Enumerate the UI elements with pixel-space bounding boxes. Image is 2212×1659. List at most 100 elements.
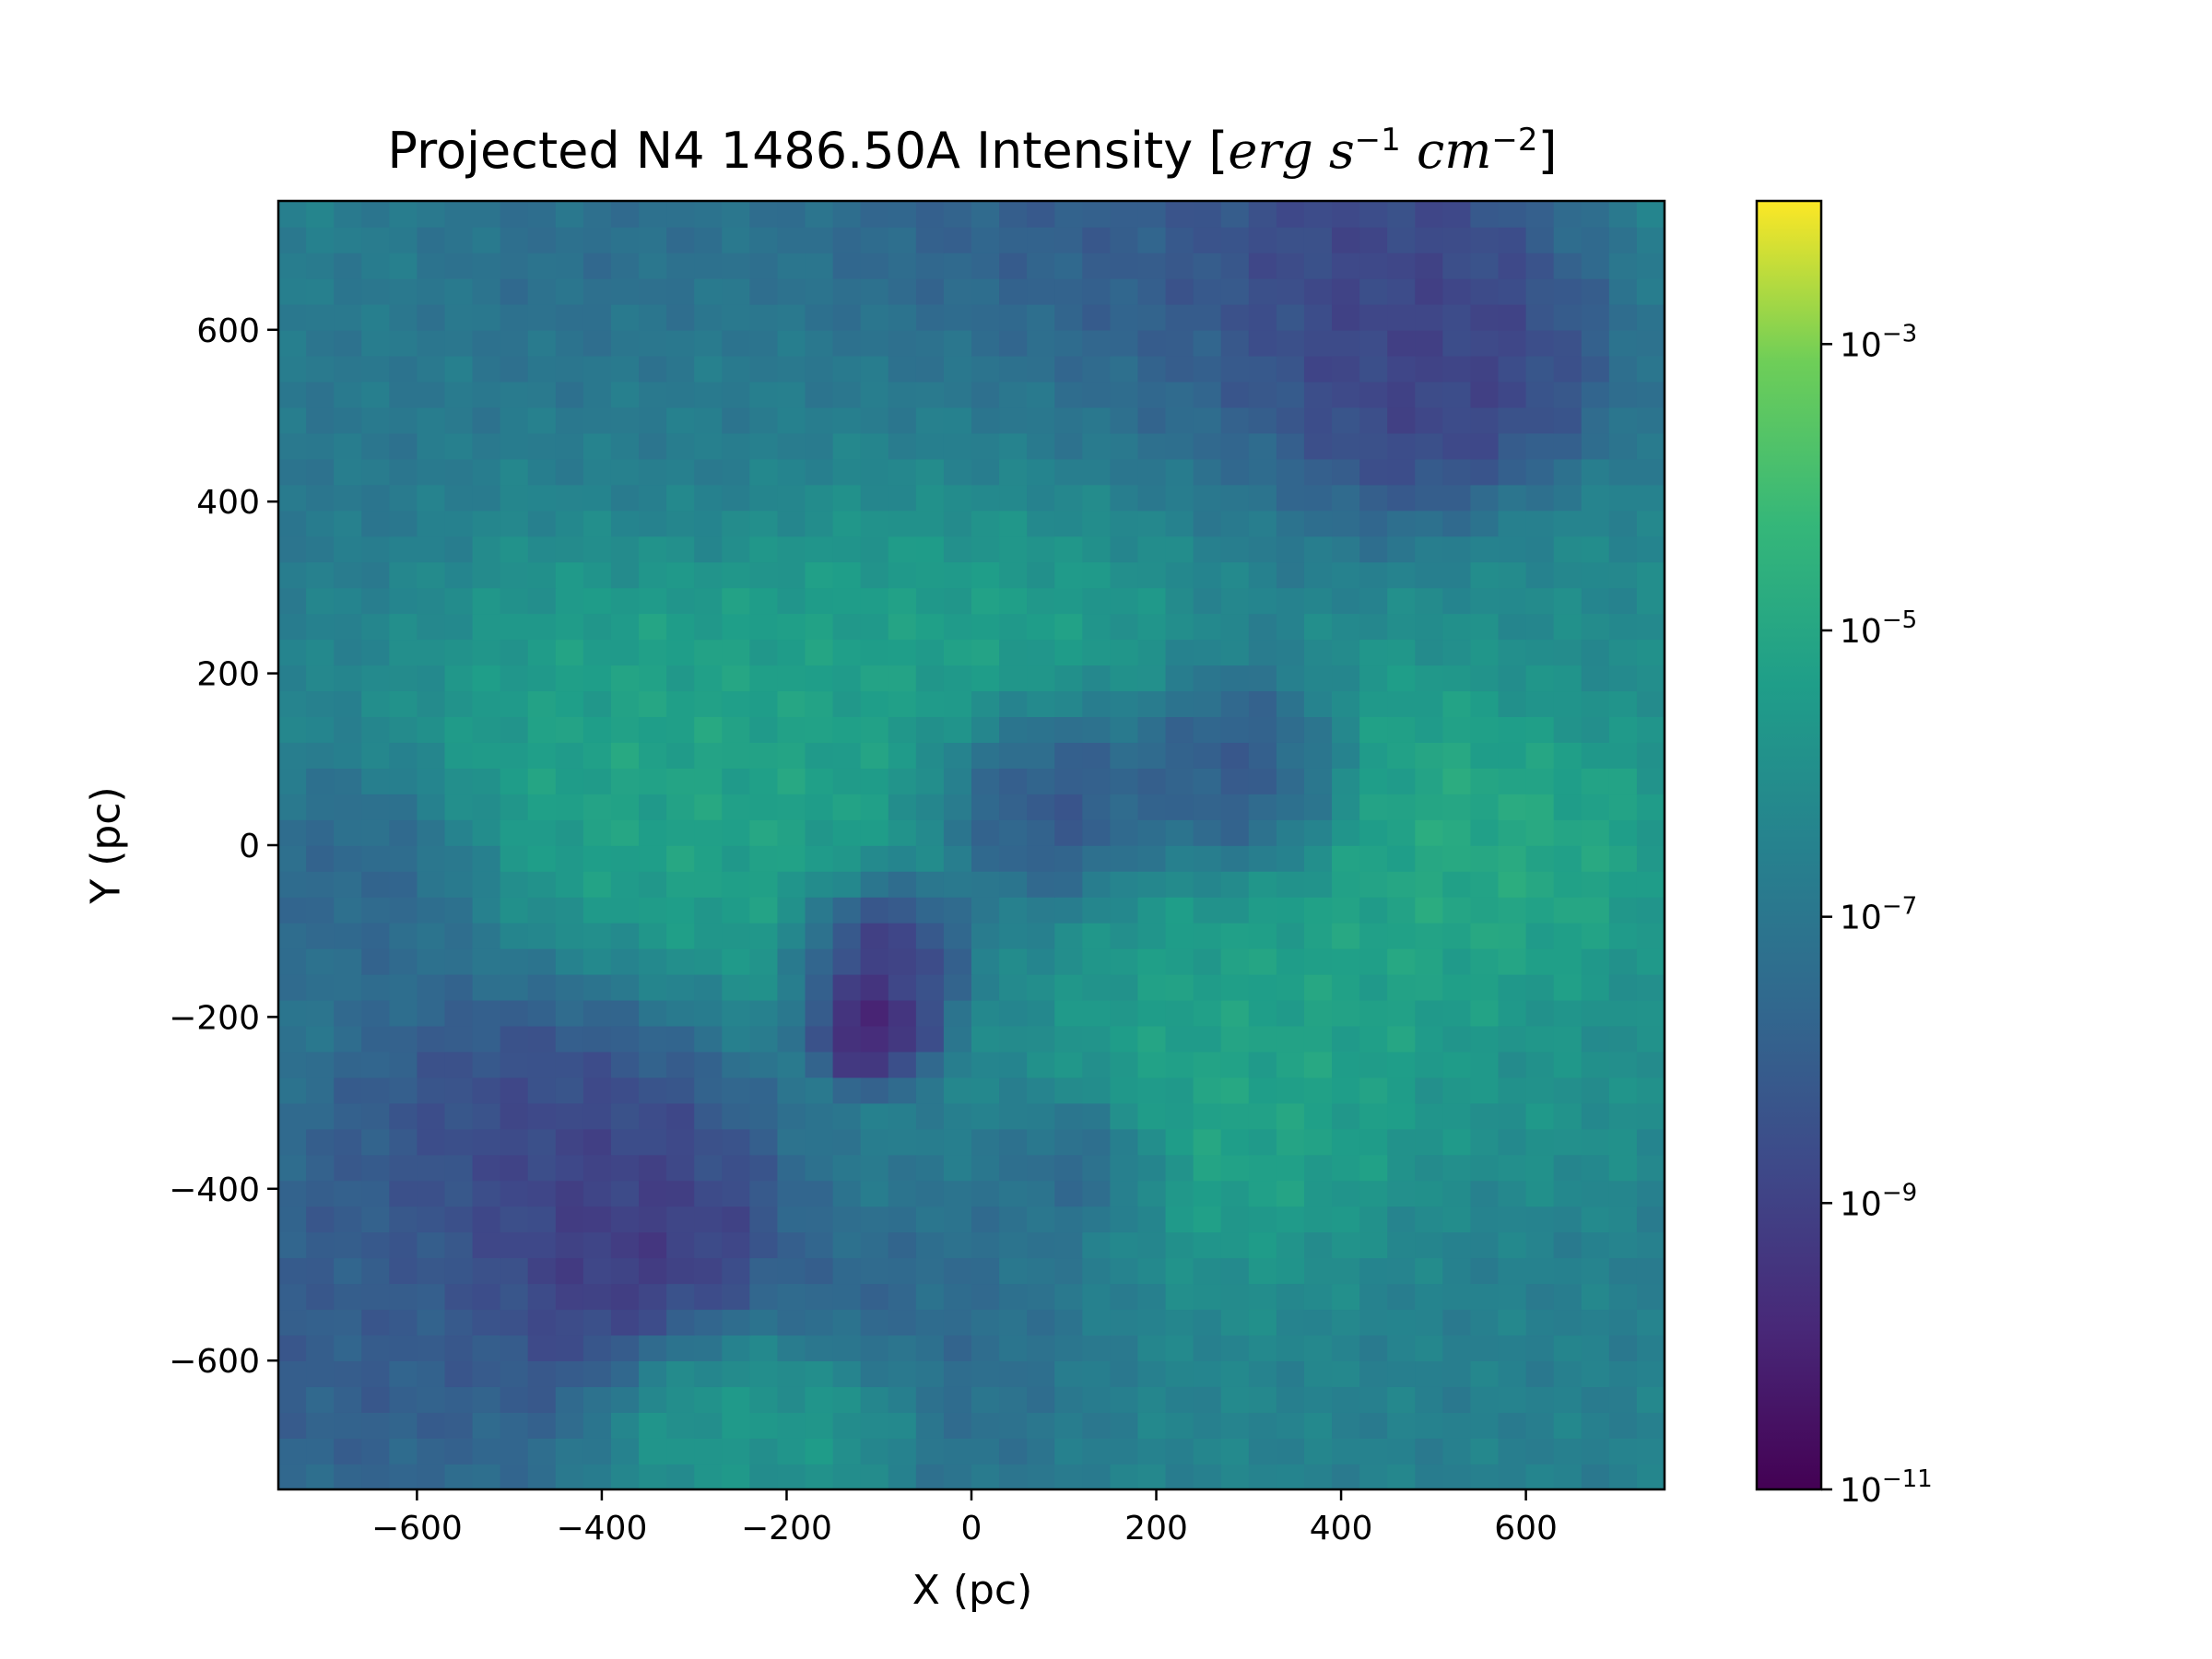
heatmap-cell xyxy=(1581,381,1610,408)
heatmap-cell xyxy=(1220,1335,1250,1361)
heatmap-cell xyxy=(777,1257,806,1285)
heatmap-cell xyxy=(971,303,1000,331)
heatmap-cell xyxy=(1248,999,1277,1027)
heatmap-cell xyxy=(610,1360,640,1387)
heatmap-cell xyxy=(1276,947,1305,975)
heatmap-cell xyxy=(1553,1025,1583,1053)
heatmap-cell xyxy=(1387,329,1417,357)
heatmap-cell xyxy=(694,201,724,228)
heatmap-cell xyxy=(361,665,391,692)
heatmap-cell xyxy=(888,1464,917,1489)
heatmap-cell xyxy=(1525,639,1555,666)
heatmap-cell xyxy=(1581,922,1610,949)
heatmap-cell xyxy=(1498,1335,1527,1361)
heatmap-cell xyxy=(722,1309,751,1336)
heatmap-cell xyxy=(749,277,779,305)
heatmap-cell xyxy=(1082,484,1112,512)
heatmap-cell xyxy=(555,406,584,434)
heatmap-cell xyxy=(1387,742,1417,769)
heatmap-cell xyxy=(1553,252,1583,279)
heatmap-cell xyxy=(610,406,640,434)
heatmap-cell xyxy=(1303,201,1333,228)
heatmap-cell xyxy=(278,1077,307,1104)
heatmap-cell xyxy=(1636,1180,1665,1207)
heatmap-cell xyxy=(1165,484,1194,512)
heatmap-cell xyxy=(1276,613,1305,641)
heatmap-cell xyxy=(1165,690,1194,717)
heatmap-cell xyxy=(1470,819,1500,846)
heatmap-cell xyxy=(666,1335,695,1361)
heatmap-cell xyxy=(805,1206,834,1233)
heatmap-cell xyxy=(1137,226,1167,253)
heatmap-cell xyxy=(999,303,1028,331)
heatmap-cell xyxy=(555,690,584,717)
heatmap-cell xyxy=(1442,845,1472,872)
heatmap-cell xyxy=(361,1412,391,1439)
heatmap-cell xyxy=(1525,742,1555,769)
heatmap-cell xyxy=(389,587,418,615)
heatmap-cell xyxy=(1193,819,1222,846)
heatmap-cell xyxy=(1137,587,1167,615)
heatmap-cell xyxy=(999,1335,1028,1361)
heatmap-cell xyxy=(777,1025,806,1053)
heatmap-cell xyxy=(278,1464,307,1489)
heatmap-cell xyxy=(444,201,474,228)
heatmap-cell xyxy=(915,716,945,743)
heatmap-cell xyxy=(694,613,724,641)
heatmap-cell xyxy=(389,1464,418,1489)
heatmap-cell xyxy=(306,355,335,382)
heatmap-cell xyxy=(1303,768,1333,794)
heatmap-cell xyxy=(334,252,363,279)
heatmap-cell xyxy=(915,1128,945,1156)
heatmap-cell xyxy=(1470,716,1500,743)
heatmap-cell xyxy=(1137,819,1167,846)
heatmap-cell xyxy=(1137,1360,1167,1387)
heatmap-cell xyxy=(1303,303,1333,331)
heatmap-cell xyxy=(1553,277,1583,305)
heatmap-cell xyxy=(1359,432,1388,460)
heatmap-cell xyxy=(1165,1206,1194,1233)
heatmap-cell xyxy=(639,1128,667,1156)
heatmap-cell xyxy=(610,613,640,641)
heatmap-cell xyxy=(417,896,446,924)
heatmap-cell xyxy=(417,845,446,872)
heatmap-cell xyxy=(1387,896,1417,924)
heatmap-cell xyxy=(1110,1283,1139,1311)
heatmap-cell xyxy=(832,1128,862,1156)
heatmap-cell xyxy=(610,999,640,1027)
heatmap-cell xyxy=(694,1283,724,1311)
heatmap-cell xyxy=(1415,947,1444,975)
heatmap-cell xyxy=(500,1180,529,1207)
heatmap-cell xyxy=(805,510,834,537)
heatmap-cell xyxy=(1525,1438,1555,1465)
heatmap-cell xyxy=(915,432,945,460)
heatmap-cell xyxy=(1248,613,1277,641)
heatmap-cell xyxy=(1303,1051,1333,1078)
heatmap-cell xyxy=(1525,922,1555,949)
heatmap-cell xyxy=(1470,1438,1500,1465)
heatmap-cell xyxy=(1027,587,1056,615)
heatmap-cell xyxy=(527,690,557,717)
heatmap-cell xyxy=(1553,1360,1583,1387)
heatmap-cell xyxy=(555,716,584,743)
heatmap-cell xyxy=(915,406,945,434)
heatmap-cell xyxy=(1054,561,1084,589)
heatmap-cell xyxy=(1110,819,1139,846)
heatmap-cell xyxy=(1027,329,1056,357)
heatmap-cell xyxy=(805,406,834,434)
heatmap-cell xyxy=(1165,999,1194,1027)
heatmap-cell xyxy=(1608,1025,1638,1053)
heatmap-cell xyxy=(1276,973,1305,1001)
heatmap-cell xyxy=(1636,716,1665,743)
heatmap-cell xyxy=(1636,1128,1665,1156)
heatmap-cell xyxy=(943,716,972,743)
heatmap-cell xyxy=(805,870,834,898)
heatmap-cell xyxy=(278,277,307,305)
heatmap-cell xyxy=(1553,794,1583,820)
heatmap-cell xyxy=(694,484,724,512)
heatmap-cell xyxy=(1525,252,1555,279)
heatmap-cell xyxy=(582,458,612,486)
heatmap-cell xyxy=(1581,252,1610,279)
heatmap-cell xyxy=(278,896,307,924)
heatmap-cell xyxy=(444,1438,474,1465)
